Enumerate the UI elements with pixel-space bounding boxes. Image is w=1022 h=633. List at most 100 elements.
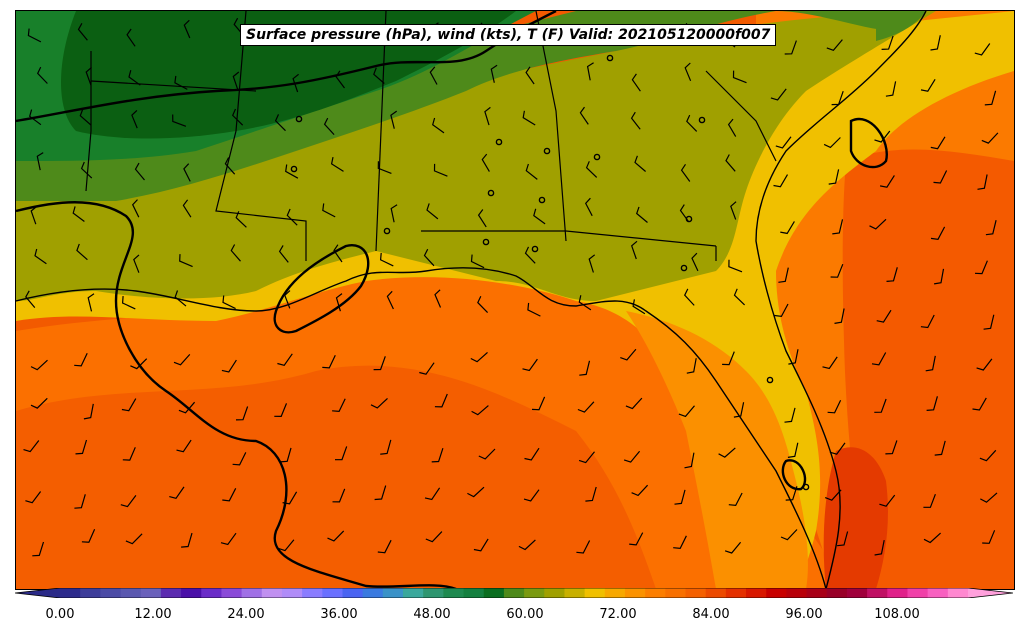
colorbar-tick-label: 36.00 xyxy=(320,607,358,622)
wind-barb xyxy=(631,73,641,92)
colorbar-swatch xyxy=(826,588,848,598)
wind-barb xyxy=(134,162,145,181)
wind-barb xyxy=(974,43,991,56)
florida-orange xyxy=(626,311,808,589)
wind-barb xyxy=(830,263,844,278)
wind-barb xyxy=(674,489,686,505)
colorbar-tick-label: 72.00 xyxy=(599,607,637,622)
wind-barb xyxy=(330,156,344,172)
wind-barb xyxy=(386,290,394,310)
wind-barb xyxy=(579,360,591,376)
wind-barb xyxy=(390,110,398,129)
atlantic-red-patch xyxy=(823,447,888,589)
wind-barb xyxy=(977,174,988,190)
wind-barb xyxy=(478,448,496,460)
wind-barb xyxy=(232,452,247,466)
calm-wind-circle xyxy=(685,215,693,223)
wind-barb xyxy=(74,494,86,509)
wind-barb xyxy=(585,486,597,502)
wind-barb xyxy=(832,219,844,235)
colorbar-tick-label: 48.00 xyxy=(413,607,451,622)
land-olive-green-zone xyxy=(16,11,916,201)
wind-barb xyxy=(390,204,398,223)
wind-barb xyxy=(77,23,88,41)
wind-barb xyxy=(231,108,244,126)
wind-barb xyxy=(923,493,936,508)
colorbar-swatch xyxy=(867,588,888,598)
wind-barb xyxy=(434,393,448,408)
colorbar-swatch xyxy=(423,588,444,598)
colorbar-swatch xyxy=(766,588,787,598)
wind-barb xyxy=(179,254,193,268)
wind-barb xyxy=(431,448,444,463)
wind-barb xyxy=(629,532,644,546)
wind-barb xyxy=(126,28,136,47)
wind-barb xyxy=(224,157,236,175)
gulf-coastline xyxy=(16,267,827,589)
wind-barb xyxy=(933,268,945,285)
wind-barb xyxy=(920,78,936,92)
temperature-map xyxy=(16,11,1014,589)
wind-barb xyxy=(524,246,536,264)
colorbar-swatch xyxy=(846,588,868,598)
colorbar-swatch xyxy=(362,588,384,598)
wind-barb xyxy=(30,206,37,225)
wind-barb xyxy=(470,351,488,363)
wind-barb xyxy=(75,439,88,455)
wind-barb xyxy=(481,153,490,172)
calm-wind-circle xyxy=(487,189,495,197)
wind-barb xyxy=(176,439,192,453)
colorbar-tick-label: 96.00 xyxy=(785,607,823,622)
wind-barb xyxy=(784,40,797,55)
wind-barb xyxy=(471,405,489,416)
wind-barb xyxy=(874,130,891,143)
wind-barb xyxy=(930,226,946,240)
wind-barb xyxy=(788,349,799,365)
wind-barb xyxy=(981,132,999,144)
calm-wind-circle xyxy=(495,138,503,146)
wind-barb xyxy=(834,308,845,324)
colorbar-swatch xyxy=(322,588,343,598)
colorbar-swatch xyxy=(725,588,747,598)
wind-barb xyxy=(886,267,898,282)
wind-barb xyxy=(333,244,343,263)
wind-barb xyxy=(130,358,148,370)
wind-barb xyxy=(576,540,591,554)
colorbar-swatch xyxy=(120,588,142,598)
wind-barb xyxy=(885,81,897,97)
wind-barb xyxy=(531,396,546,411)
wind-barb xyxy=(292,73,299,93)
colorbar-tick-label: 0.00 xyxy=(45,607,75,622)
colorbar-swatch xyxy=(302,588,323,598)
wind-barb xyxy=(230,244,241,262)
calm-wind-circle xyxy=(766,376,774,384)
wind-barb xyxy=(871,352,887,366)
wind-barb xyxy=(874,398,887,413)
wind-barb xyxy=(727,118,737,137)
wind-barb xyxy=(522,358,538,372)
wind-barb xyxy=(334,446,348,461)
colorbar-swatch xyxy=(201,588,222,598)
wind-barb xyxy=(429,66,438,85)
wind-barb xyxy=(172,114,187,127)
colorbar-swatch xyxy=(665,588,687,598)
colorbar-swatch xyxy=(60,588,81,598)
wind-barb xyxy=(125,533,143,545)
wind-barb xyxy=(85,66,92,86)
wind-barb xyxy=(274,403,288,418)
wind-barb xyxy=(173,354,191,366)
wind-barb xyxy=(985,220,997,236)
colorbar-extend-low xyxy=(15,588,60,598)
gulf-center-orange xyxy=(16,365,656,589)
wind-barbs xyxy=(23,17,999,557)
wind-barb xyxy=(829,442,846,455)
wind-barb xyxy=(522,110,536,126)
colorbar-swatch xyxy=(241,588,263,598)
colorbar-extend-high xyxy=(968,588,1013,598)
wind-barb xyxy=(235,406,249,421)
wind-barb xyxy=(467,486,485,498)
wind-barb xyxy=(379,252,394,267)
wind-barb xyxy=(222,295,236,310)
wind-barb xyxy=(174,290,187,307)
colorbar-swatch xyxy=(786,588,808,598)
